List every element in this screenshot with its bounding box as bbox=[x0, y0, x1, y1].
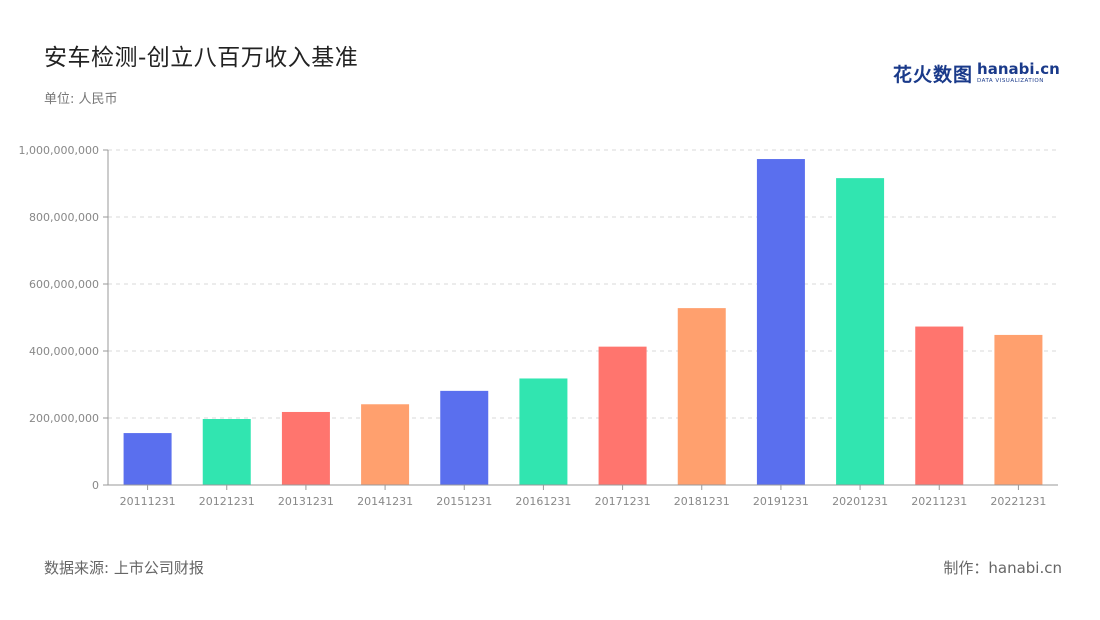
x-tick-label: 20131231 bbox=[278, 495, 334, 508]
logo-en-subtext: DATA VISUALIZATION bbox=[977, 78, 1044, 85]
x-axis-ticks: 20111231 20121231 20131231 20141231 20151231… bbox=[120, 485, 1046, 508]
y-tick-label: 600,000,000 bbox=[29, 278, 99, 291]
y-tick-label: 0 bbox=[92, 479, 99, 492]
unit-label: 单位: 人民币 bbox=[44, 92, 118, 107]
y-axis-ticks: 0 200,000,000 400,000,000 600,000,000 800,00… bbox=[19, 144, 108, 492]
bar-20171231 bbox=[598, 346, 647, 485]
bars bbox=[123, 159, 1043, 486]
bar-20161231 bbox=[519, 378, 568, 485]
y-tick-label: 1,000,000,000 bbox=[19, 144, 99, 157]
x-tick-label: 20201231 bbox=[832, 495, 888, 508]
brand-logo: 花火数图 hanabi.cn DATA VISUALIZATION bbox=[893, 60, 1060, 87]
bar-20221231 bbox=[994, 334, 1043, 485]
bar-20191231 bbox=[756, 159, 805, 486]
y-tick-label: 800,000,000 bbox=[29, 211, 99, 224]
x-tick-label: 20141231 bbox=[357, 495, 413, 508]
bar-20211231 bbox=[915, 326, 964, 485]
x-tick-label: 20221231 bbox=[990, 495, 1046, 508]
logo-en-text: hanabi.cn bbox=[977, 60, 1060, 79]
x-tick-label: 20181231 bbox=[674, 495, 730, 508]
x-tick-label: 20171231 bbox=[595, 495, 651, 508]
grid-layer bbox=[108, 149, 1058, 419]
x-tick-label: 20111231 bbox=[120, 495, 176, 508]
bar-20141231 bbox=[361, 404, 410, 485]
bar-20121231 bbox=[202, 419, 251, 485]
bar-20131231 bbox=[281, 411, 330, 485]
credit-label: 制作：hanabi.cn bbox=[943, 559, 1062, 577]
x-tick-label: 20121231 bbox=[199, 495, 255, 508]
bar-20151231 bbox=[440, 390, 489, 485]
x-tick-label: 20161231 bbox=[515, 495, 571, 508]
data-source: 数据来源: 上市公司财报 bbox=[44, 559, 204, 577]
logo-en-block: hanabi.cn DATA VISUALIZATION bbox=[977, 62, 1060, 85]
bar-20111231 bbox=[123, 433, 172, 485]
bar-20201231 bbox=[836, 178, 885, 485]
bar-20181231 bbox=[677, 308, 726, 485]
y-tick-label: 200,000,000 bbox=[29, 412, 99, 425]
x-tick-label: 20191231 bbox=[753, 495, 809, 508]
x-tick-label: 20151231 bbox=[436, 495, 492, 508]
y-tick-label: 400,000,000 bbox=[29, 345, 99, 358]
chart-title: 安车检测-创立八百万收入基准 bbox=[44, 45, 359, 71]
logo-cn-text: 花火数图 bbox=[893, 64, 974, 86]
x-tick-label: 20211231 bbox=[911, 495, 967, 508]
